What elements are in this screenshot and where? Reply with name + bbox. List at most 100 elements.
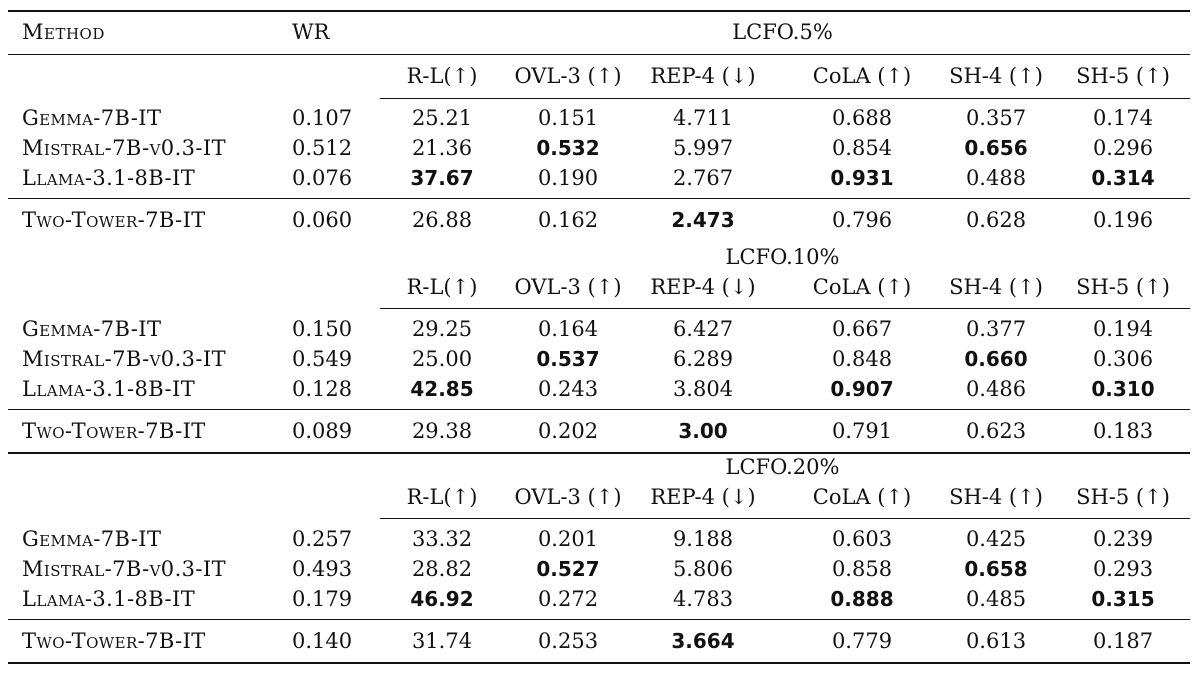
metric-value: 0.164 bbox=[537, 317, 599, 341]
metric-header: CoLA (↑) bbox=[812, 485, 912, 509]
metric-value: 0.527 bbox=[536, 557, 600, 581]
metric-value: 0.848 bbox=[831, 347, 893, 371]
wr-header: WR bbox=[292, 20, 330, 44]
metric-value: 29.25 bbox=[411, 317, 473, 341]
metric-value: 3.00 bbox=[678, 419, 728, 443]
metric-header: CoLA (↑) bbox=[812, 275, 912, 299]
wr-value: 0.179 bbox=[292, 587, 353, 611]
metric-value: 0.377 bbox=[965, 317, 1027, 341]
metric-value: 0.486 bbox=[965, 377, 1027, 401]
metric-header: SH-4 (↑) bbox=[949, 275, 1043, 299]
metric-value: 6.289 bbox=[672, 347, 734, 371]
method-name: Llama-3.1-8B-IT bbox=[22, 377, 196, 401]
metric-value: 42.85 bbox=[410, 377, 474, 401]
metric-value: 5.806 bbox=[672, 557, 734, 581]
metric-value: 0.858 bbox=[831, 557, 893, 581]
section-rule bbox=[8, 452, 1190, 454]
section-rule bbox=[8, 662, 1190, 664]
metric-value: 0.202 bbox=[537, 419, 599, 443]
metric-value: 6.427 bbox=[672, 317, 734, 341]
metric-value: 4.783 bbox=[672, 587, 734, 611]
metric-header: CoLA (↑) bbox=[812, 64, 912, 88]
wr-value: 0.107 bbox=[292, 106, 353, 130]
section-title: LCFO.5% bbox=[732, 20, 833, 44]
metric-value: 0.488 bbox=[965, 166, 1027, 190]
metric-value: 0.306 bbox=[1092, 347, 1154, 371]
wr-value: 0.549 bbox=[292, 347, 353, 371]
metric-underline bbox=[380, 518, 1190, 519]
method-name: Mistral-7B-v0.3-IT bbox=[22, 347, 226, 371]
metric-value: 46.92 bbox=[410, 587, 474, 611]
metric-value: 0.253 bbox=[537, 629, 599, 653]
metric-value: 9.188 bbox=[672, 527, 734, 551]
metric-value: 0.183 bbox=[1092, 419, 1154, 443]
metric-value: 0.190 bbox=[537, 166, 599, 190]
metric-value: 0.293 bbox=[1092, 557, 1154, 581]
wr-value: 0.060 bbox=[292, 208, 353, 232]
metric-value: 0.791 bbox=[831, 419, 893, 443]
metric-header: SH-5 (↑) bbox=[1076, 485, 1170, 509]
wr-value: 0.512 bbox=[292, 136, 353, 160]
metric-value: 0.296 bbox=[1092, 136, 1154, 160]
top-rule bbox=[8, 10, 1190, 12]
metric-value: 0.315 bbox=[1091, 587, 1155, 611]
metric-value: 0.243 bbox=[537, 377, 599, 401]
method-name: Gemma-7B-IT bbox=[22, 317, 162, 341]
metric-value: 0.485 bbox=[965, 587, 1027, 611]
metric-value: 0.907 bbox=[830, 377, 894, 401]
metric-value: 28.82 bbox=[411, 557, 473, 581]
method-name: Two-Tower-7B-IT bbox=[22, 419, 206, 443]
metric-value: 0.613 bbox=[965, 629, 1027, 653]
metric-value: 0.660 bbox=[964, 347, 1028, 371]
metric-value: 0.688 bbox=[831, 106, 893, 130]
metric-value: 0.623 bbox=[965, 419, 1027, 443]
metric-value: 3.664 bbox=[671, 629, 735, 653]
section-title: LCFO.10% bbox=[725, 245, 840, 269]
metric-value: 5.997 bbox=[672, 136, 734, 160]
metric-value: 0.628 bbox=[965, 208, 1027, 232]
metric-header: REP-4 (↓) bbox=[650, 64, 756, 88]
metric-value: 33.32 bbox=[411, 527, 473, 551]
metric-header: REP-4 (↓) bbox=[650, 485, 756, 509]
metric-value: 31.74 bbox=[411, 629, 473, 653]
metric-value: 2.767 bbox=[672, 166, 734, 190]
metric-value: 0.239 bbox=[1092, 527, 1154, 551]
metric-header: SH-4 (↑) bbox=[949, 64, 1043, 88]
metric-value: 0.656 bbox=[964, 136, 1028, 160]
metric-value: 21.36 bbox=[411, 136, 473, 160]
metric-value: 0.425 bbox=[965, 527, 1027, 551]
wr-value: 0.493 bbox=[292, 557, 353, 581]
row-separator bbox=[8, 409, 1190, 410]
metric-value: 0.194 bbox=[1092, 317, 1154, 341]
method-header: Method bbox=[22, 20, 105, 44]
method-name: Gemma-7B-IT bbox=[22, 106, 162, 130]
metric-value: 0.658 bbox=[964, 557, 1028, 581]
metric-header: R-L(↑) bbox=[406, 64, 478, 88]
method-name: Llama-3.1-8B-IT bbox=[22, 587, 196, 611]
metric-value: 3.804 bbox=[672, 377, 734, 401]
method-name: Mistral-7B-v0.3-IT bbox=[22, 136, 226, 160]
method-name: Two-Tower-7B-IT bbox=[22, 629, 206, 653]
metric-value: 0.272 bbox=[537, 587, 599, 611]
row-separator bbox=[8, 619, 1190, 620]
metric-header: SH-5 (↑) bbox=[1076, 275, 1170, 299]
metric-value: 0.310 bbox=[1091, 377, 1155, 401]
section-title: LCFO.20% bbox=[725, 455, 840, 479]
metric-value: 0.603 bbox=[831, 527, 893, 551]
metric-header: OVL-3 (↑) bbox=[514, 275, 622, 299]
metric-value: 0.779 bbox=[831, 629, 893, 653]
wr-value: 0.128 bbox=[292, 377, 353, 401]
method-name: Two-Tower-7B-IT bbox=[22, 208, 206, 232]
metric-value: 0.796 bbox=[831, 208, 893, 232]
row-separator bbox=[8, 198, 1190, 199]
metric-value: 0.201 bbox=[537, 527, 599, 551]
wr-value: 0.150 bbox=[292, 317, 353, 341]
method-name: Llama-3.1-8B-IT bbox=[22, 166, 196, 190]
metric-header: OVL-3 (↑) bbox=[514, 64, 622, 88]
metric-value: 0.196 bbox=[1092, 208, 1154, 232]
metric-value: 0.854 bbox=[831, 136, 893, 160]
wr-value: 0.089 bbox=[292, 419, 353, 443]
metric-header: REP-4 (↓) bbox=[650, 275, 756, 299]
metric-value: 4.711 bbox=[672, 106, 734, 130]
metric-header: R-L(↑) bbox=[406, 275, 478, 299]
